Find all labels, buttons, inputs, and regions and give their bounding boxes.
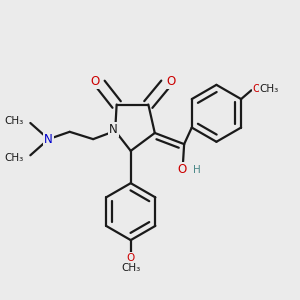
Text: CH₃: CH₃	[4, 116, 24, 126]
Text: O: O	[177, 163, 186, 176]
Text: H: H	[193, 165, 201, 175]
Text: N: N	[109, 123, 118, 136]
Text: O: O	[253, 84, 261, 94]
Text: O: O	[166, 75, 175, 88]
Text: O: O	[127, 253, 135, 263]
Text: N: N	[44, 133, 53, 146]
Text: CH₃: CH₃	[121, 263, 140, 273]
Text: O: O	[91, 75, 100, 88]
Text: CH₃: CH₃	[259, 84, 279, 94]
Text: CH₃: CH₃	[4, 153, 24, 163]
